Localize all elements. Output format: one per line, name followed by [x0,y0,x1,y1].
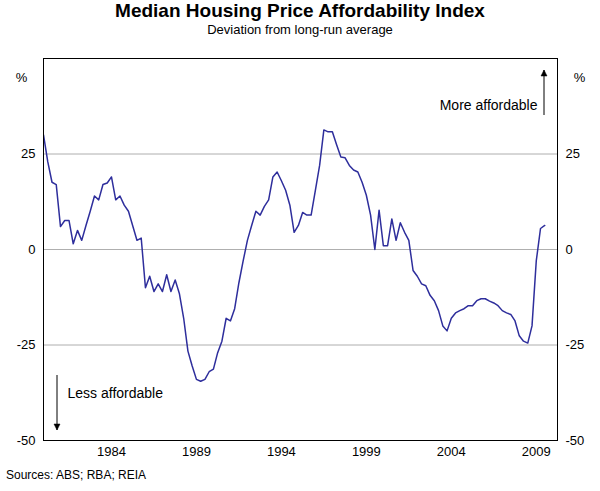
svg-text:-50: -50 [566,433,585,448]
svg-text:%: % [574,70,586,85]
svg-text:2009: 2009 [522,444,551,459]
svg-text:0: 0 [28,242,35,257]
svg-text:1984: 1984 [97,444,126,459]
svg-text:25: 25 [21,146,35,161]
svg-text:25: 25 [566,146,580,161]
svg-text:-25: -25 [566,337,585,352]
svg-text:1999: 1999 [352,444,381,459]
svg-text:1989: 1989 [182,444,211,459]
html-text:Median Housing Price Affordabi: Median Housing Price Affordability Index [115,0,485,21]
svg-text:%: % [16,70,28,85]
svg-text:2004: 2004 [437,444,466,459]
svg-text:-50: -50 [17,433,36,448]
svg-text:Less affordable: Less affordable [68,385,164,401]
html-text:Deviation from long-run averag: Deviation from long-run average [207,22,393,37]
svg-text:0: 0 [566,242,573,257]
svg-text:More affordable: More affordable [440,97,538,113]
svg-text:1994: 1994 [267,444,296,459]
html-text:Sources: ABS; RBA; REIA: Sources: ABS; RBA; REIA [6,468,147,482]
svg-text:-25: -25 [17,337,36,352]
